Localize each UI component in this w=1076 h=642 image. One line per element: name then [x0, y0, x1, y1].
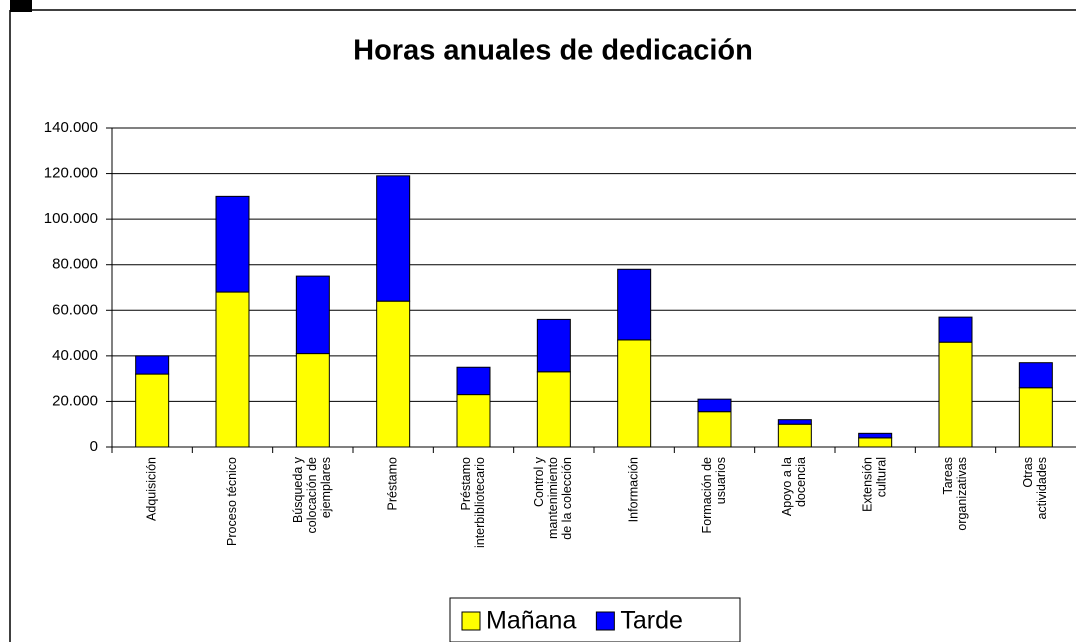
legend-box: [449, 597, 741, 642]
bar-segment: [376, 300, 411, 448]
x-tick-label: Préstamo: [385, 457, 399, 511]
bar-segment: [1018, 387, 1053, 448]
x-tick-label: colocación de: [305, 457, 319, 533]
corner-mark: [10, 0, 32, 12]
x-tick-label: Información: [626, 457, 640, 522]
x-tick-label: ejemplares: [319, 457, 333, 518]
x-tick-label: Proceso técnico: [225, 457, 239, 546]
x-tick-label: actividades: [1035, 457, 1049, 520]
bar-segment: [617, 268, 652, 341]
bar-segment: [215, 195, 250, 293]
bar-segment: [1018, 362, 1053, 389]
bar-segment: [858, 432, 893, 439]
x-tick-label: Control y: [532, 456, 546, 507]
x-tick-label: Extensión: [860, 457, 874, 512]
x-tick-label: Formación de: [700, 457, 714, 533]
bar-segment: [456, 394, 491, 448]
x-tick-label: Tareas: [941, 457, 955, 495]
bar-segment: [135, 373, 170, 448]
bar-segment: [536, 318, 571, 373]
x-tick-label: Otras: [1021, 457, 1035, 488]
x-tick-label: Préstamo: [459, 457, 473, 511]
y-tick-label: 120.000: [44, 165, 98, 182]
y-tick-label: 60.000: [52, 301, 98, 318]
x-tick-label: Adquisición: [144, 457, 158, 521]
bar-segment: [697, 411, 732, 448]
legend-label: Mañana: [486, 607, 576, 635]
x-tick-label: usuarios: [714, 457, 728, 504]
bar-segment: [215, 291, 250, 448]
bar-segment: [536, 371, 571, 448]
chart-title: Horas anuales de dedicación: [353, 35, 753, 67]
bar-segment: [938, 316, 973, 343]
legend: Mañana Tarde: [449, 597, 741, 642]
legend-label: Tarde: [620, 607, 683, 635]
y-tick-label: 140.000: [44, 119, 98, 136]
x-tick-label: docencia: [794, 457, 808, 507]
x-tick-label: mantenimiento: [546, 457, 560, 539]
legend-swatch: [461, 611, 481, 631]
bar-segment: [295, 353, 330, 448]
bar-segment: [135, 355, 170, 375]
y-tick-label: 40.000: [52, 347, 98, 364]
x-tick-label: de la colección: [560, 457, 574, 540]
bar-segment: [295, 275, 330, 355]
bar-segment: [938, 341, 973, 448]
y-tick-label: 0: [90, 438, 98, 455]
bar-segment: [777, 419, 812, 425]
x-tick-label: cultural: [874, 457, 888, 497]
bar-segment: [858, 437, 893, 448]
legend-swatch: [595, 611, 615, 631]
y-tick-label: 80.000: [52, 256, 98, 273]
x-tick-label: Apoyo a la: [780, 457, 794, 516]
y-tick-label: 20.000: [52, 392, 98, 409]
bar-segment: [456, 366, 491, 396]
y-tick-label: 100.000: [44, 210, 98, 227]
bar-segment: [376, 175, 411, 302]
x-tick-label: Búsqueda y: [291, 456, 305, 523]
x-tick-label: interbibliotecario: [473, 457, 487, 548]
x-tick-label: organizativas: [955, 457, 969, 531]
bar-segment: [697, 398, 732, 413]
bar-segment: [617, 339, 652, 448]
bar-segment: [777, 423, 812, 448]
